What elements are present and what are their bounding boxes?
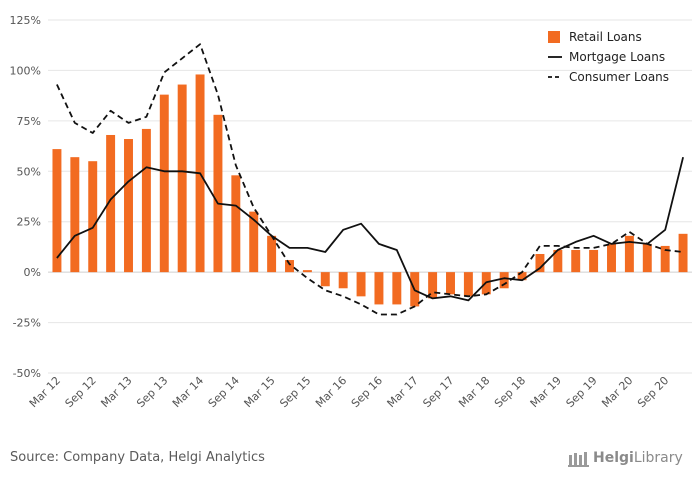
- x-tick-label: Mar 17: [385, 374, 421, 410]
- legend-label-mortgage-loans: Mortgage Loans: [569, 50, 665, 64]
- retail-loans-bar: [141, 128, 151, 273]
- retail-loans-bar: [302, 270, 312, 273]
- gridlines: [48, 19, 692, 374]
- retail-loans-bar: [392, 272, 402, 305]
- x-tick-label: Sep 15: [277, 374, 313, 410]
- legend-label-retail-loans: Retail Loans: [569, 30, 642, 44]
- x-tick-label: Sep 13: [134, 374, 170, 410]
- retail-loans-bar: [571, 249, 581, 273]
- bar-line-chart: 125% 100% 75% 50% 25% 0% -25% -50% Mar 12 Sep 12…: [10, 14, 692, 410]
- logo-text-suffix: Library: [633, 450, 683, 466]
- x-tick-label: Sep 19: [564, 374, 600, 410]
- retail-loans-bar: [159, 94, 169, 273]
- helgi-library-logo: Helgi Library: [568, 449, 683, 467]
- retail-loans-bar: [374, 272, 384, 305]
- retail-loans-bar: [589, 249, 599, 273]
- retail-loans-bar: [446, 272, 455, 295]
- source-note: Source: Company Data, Helgi Analytics: [10, 450, 265, 465]
- retail-loans-bar: [70, 157, 80, 273]
- x-tick-label: Sep 20: [635, 374, 671, 410]
- retail-loans-bar: [231, 175, 241, 273]
- x-tick-label: Mar 19: [528, 374, 564, 410]
- retail-loans-bar: [267, 235, 277, 273]
- legend-label-consumer-loans: Consumer Loans: [569, 70, 669, 84]
- retail-loans-bar: [52, 149, 62, 273]
- logo-text-prefix: Helgi: [593, 450, 634, 466]
- x-tick-label: Mar 20: [599, 374, 635, 410]
- retail-loans-bar: [338, 272, 348, 289]
- mortgage-loans-line: [56, 156, 684, 302]
- retail-loans-bar: [106, 134, 116, 273]
- x-tick-label: Mar 15: [241, 374, 277, 410]
- legend: Retail Loans Mortgage Loans Consumer Loans: [548, 30, 669, 84]
- y-tick-label: 75%: [17, 115, 41, 128]
- y-tick-label: -50%: [13, 367, 41, 380]
- retail-loans-bar: [624, 235, 634, 273]
- y-axis-tick-labels: 125% 100% 75% 50% 25% 0% -25% -50%: [10, 14, 41, 380]
- retail-loans-bar: [213, 114, 223, 273]
- retail-loans-bar: [177, 84, 187, 273]
- retail-loans-bar: [463, 272, 473, 297]
- retail-loans-bar: [517, 272, 527, 281]
- x-tick-label: Mar 14: [170, 374, 206, 410]
- retail-loans-bar: [642, 243, 652, 273]
- y-tick-label: 50%: [17, 165, 41, 178]
- retail-loans-bar: [553, 249, 563, 273]
- x-tick-label: Sep 14: [206, 374, 242, 410]
- retail-loans-bar: [320, 272, 330, 287]
- retail-loans-bar: [356, 272, 366, 297]
- x-tick-label: Mar 18: [456, 374, 492, 410]
- y-tick-label: 125%: [10, 14, 41, 27]
- retail-loans-bar: [499, 272, 509, 289]
- series-lines: [56, 43, 684, 316]
- y-tick-label: 25%: [17, 216, 41, 229]
- x-axis-tick-labels: Mar 12 Sep 12 Mar 13 Sep 13 Mar 14 Sep 14 Mar …: [27, 374, 671, 410]
- retail-loans-bar: [607, 243, 616, 273]
- retail-loans-bars: [52, 74, 688, 307]
- retail-loans-bar: [124, 139, 133, 273]
- legend-swatch-retail-loans: [548, 31, 560, 43]
- x-tick-label: Mar 16: [313, 374, 349, 410]
- retail-loans-bar: [660, 245, 670, 273]
- retail-loans-bar: [285, 260, 294, 273]
- retail-loans-bar: [678, 233, 688, 273]
- y-tick-label: 0%: [24, 266, 41, 279]
- x-tick-label: Sep 17: [420, 374, 456, 410]
- retail-loans-bar: [428, 272, 438, 299]
- x-tick-label: Sep 18: [492, 374, 528, 410]
- retail-loans-bar: [535, 253, 545, 273]
- consumer-loans-line: [56, 43, 684, 316]
- x-tick-label: Sep 16: [349, 374, 385, 410]
- library-icon: [568, 452, 589, 467]
- retail-loans-bar: [249, 211, 259, 273]
- retail-loans-bar: [88, 161, 98, 273]
- y-tick-label: 100%: [10, 64, 41, 77]
- x-tick-label: Mar 13: [98, 374, 134, 410]
- x-tick-label: Sep 12: [63, 374, 99, 410]
- y-tick-label: -25%: [13, 317, 41, 330]
